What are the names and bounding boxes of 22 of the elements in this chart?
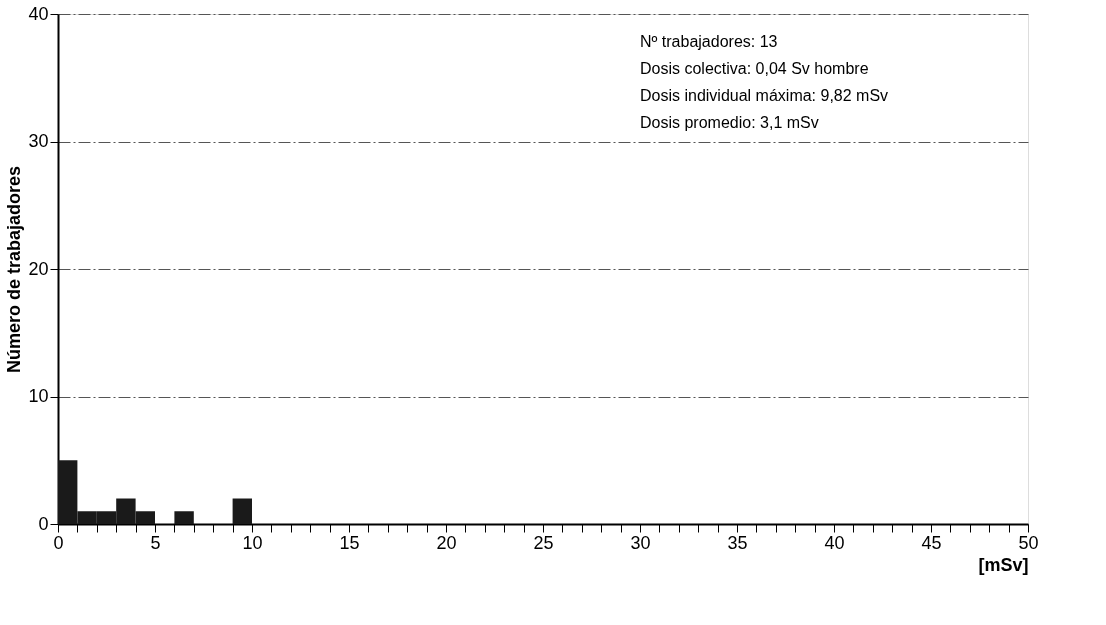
x-tick-label: 10	[242, 532, 263, 553]
y-tick-label: 0	[38, 513, 49, 534]
annotation: Dosis colectiva: 0,04 Sv hombre	[640, 60, 869, 77]
x-tick-label: 50	[1018, 532, 1039, 553]
x-tick-label: 0	[53, 532, 64, 553]
y-axis-title: Número de trabajadores	[4, 165, 25, 374]
x-tick-label: 40	[824, 532, 845, 553]
x-tick-label: 35	[727, 532, 748, 553]
y-tick-label: 40	[28, 3, 49, 24]
x-tick-label: 25	[533, 532, 554, 553]
x-tick-label: 30	[630, 532, 651, 553]
y-tick-label: 30	[28, 131, 49, 151]
x-tick-label: 15	[339, 532, 360, 553]
x-tick-label: 5	[150, 532, 161, 553]
annotation: Dosis individual máxima: 9,82 mSv	[640, 87, 889, 104]
x-tick-label: 45	[921, 532, 942, 553]
x-tick-label: 20	[436, 532, 457, 553]
y-tick-label: 10	[28, 386, 49, 406]
annotation: Dosis promedio: 3,1 mSv	[640, 114, 819, 131]
y-tick-label: 20	[28, 258, 49, 279]
x-axis-title: [mSv]	[978, 554, 1029, 575]
annotation: Nº trabajadores: 13	[640, 33, 778, 50]
